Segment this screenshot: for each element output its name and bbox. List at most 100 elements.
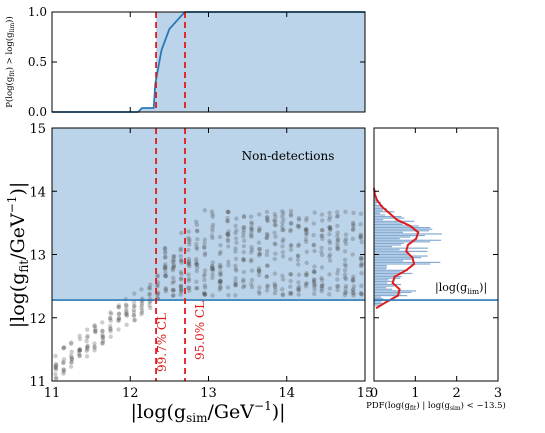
- scatter-point: [288, 213, 294, 218]
- scatter-point: [54, 362, 59, 368]
- scatter-point: [187, 263, 192, 269]
- scatter-point: [163, 274, 168, 279]
- scatter-point: [123, 312, 129, 317]
- scatter-point: [69, 356, 75, 362]
- ytick-label: 14: [29, 185, 46, 200]
- scatter-point: [226, 244, 231, 249]
- scatter-point: [327, 238, 332, 244]
- scatter-point: [280, 273, 285, 279]
- scatter-point: [264, 231, 269, 237]
- scatter-point: [116, 304, 121, 310]
- scatter-point: [100, 320, 105, 325]
- scatter-point: [350, 277, 356, 283]
- histogram-bar: [374, 293, 401, 295]
- scatter-point: [202, 268, 208, 273]
- scatter-point: [186, 272, 191, 277]
- main-xlabel: |log(gsim/GeV−1)|: [130, 399, 285, 425]
- scatter-point: [233, 282, 238, 287]
- scatter-point: [116, 305, 121, 310]
- scatter-point: [350, 220, 356, 225]
- scatter-point: [226, 229, 231, 234]
- scatter-point: [53, 362, 59, 367]
- scatter-point: [116, 311, 122, 316]
- scatter-point: [358, 257, 364, 262]
- scatter-point: [210, 293, 215, 298]
- scatter-point: [335, 237, 341, 242]
- scatter-point: [241, 225, 246, 230]
- scatter-point: [351, 210, 356, 216]
- scatter-point: [132, 291, 137, 296]
- scatter-point: [265, 263, 270, 268]
- scatter-point: [77, 353, 82, 358]
- scatter-point: [163, 286, 168, 291]
- scatter-point: [186, 235, 191, 241]
- scatter-point: [249, 257, 254, 263]
- scatter-point: [303, 236, 309, 242]
- scatter-point: [320, 218, 325, 223]
- scatter-point: [202, 290, 207, 296]
- scatter-point: [155, 273, 160, 278]
- scatter-point: [171, 288, 176, 293]
- scatter-point: [241, 213, 247, 219]
- scatter-point: [170, 275, 176, 280]
- scatter-point: [100, 341, 105, 346]
- scatter-point: [288, 212, 294, 217]
- scatter-point: [53, 364, 58, 369]
- scatter-point: [178, 276, 184, 281]
- histogram-bar: [374, 228, 433, 230]
- histogram-bar: [374, 241, 431, 243]
- scatter-point: [186, 229, 191, 234]
- scatter-point: [342, 292, 348, 298]
- scatter-point: [272, 281, 277, 287]
- histogram-bar: [374, 252, 409, 254]
- scatter-point: [179, 230, 184, 236]
- scatter-point: [289, 290, 294, 296]
- scatter-point: [248, 214, 254, 219]
- scatter-point: [209, 233, 215, 238]
- ytick-label: 15: [29, 122, 46, 137]
- scatter-point: [178, 246, 184, 251]
- scatter-point: [256, 268, 262, 273]
- scatter-point: [265, 263, 270, 268]
- scatter-point: [163, 287, 169, 292]
- scatter-point: [327, 254, 332, 259]
- scatter-point: [171, 279, 177, 284]
- scatter-point: [358, 263, 364, 269]
- scatter-point: [350, 222, 356, 227]
- scatter-point: [281, 217, 286, 222]
- histogram-bar: [374, 230, 430, 232]
- scatter-point: [116, 311, 122, 317]
- scatter-point: [350, 252, 355, 257]
- scatter-point: [163, 270, 168, 275]
- scatter-point: [304, 249, 310, 255]
- scatter-point: [131, 307, 136, 313]
- scatter-point: [108, 326, 113, 331]
- scatter-point: [256, 268, 261, 274]
- scatter-point: [139, 287, 144, 292]
- scatter-point: [171, 258, 176, 264]
- scatter-point: [312, 269, 317, 274]
- scatter-point: [131, 309, 137, 315]
- top-ytick-label: 0.0: [28, 105, 47, 119]
- scatter-point: [131, 304, 137, 309]
- scatter-point: [280, 214, 285, 219]
- scatter-point: [170, 266, 175, 271]
- scatter-point: [217, 251, 223, 257]
- scatter-point: [273, 251, 278, 256]
- scatter-point: [186, 259, 191, 265]
- scatter-point: [295, 253, 301, 259]
- scatter-point: [264, 235, 269, 241]
- histogram-bar: [374, 247, 428, 249]
- scatter-point: [304, 273, 309, 278]
- scatter-point: [218, 284, 223, 289]
- top-ylabel: P(log(gfit) > log(glim)): [4, 16, 16, 108]
- scatter-point: [241, 234, 246, 239]
- scatter-point: [335, 213, 341, 219]
- scatter-point: [249, 225, 254, 230]
- histogram-bar: [374, 239, 442, 241]
- scatter-point: [320, 282, 325, 287]
- histogram-bar: [374, 211, 395, 213]
- scatter-point: [170, 293, 176, 298]
- scatter-point: [272, 271, 278, 276]
- scatter-point: [311, 269, 317, 274]
